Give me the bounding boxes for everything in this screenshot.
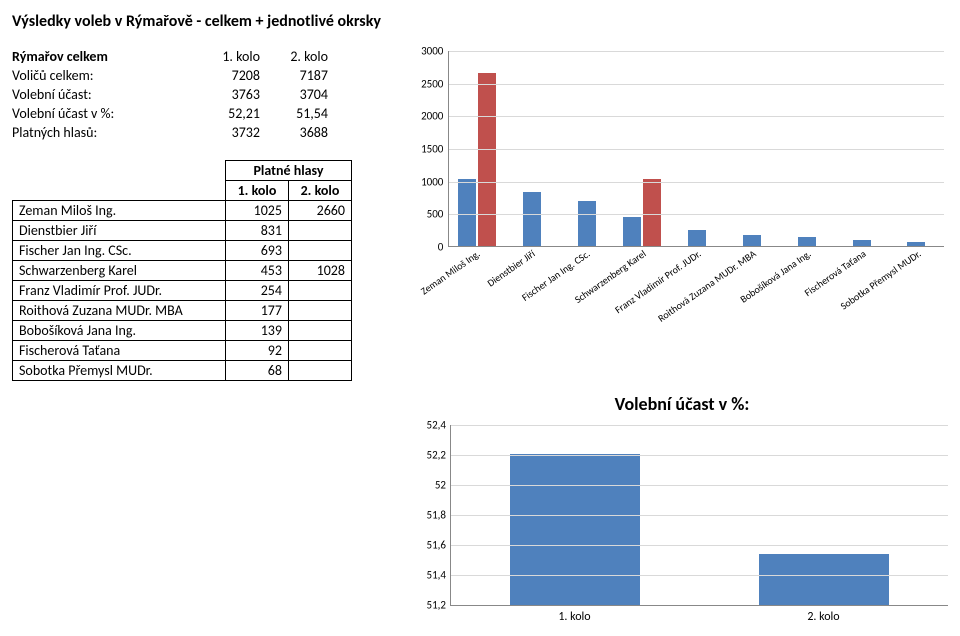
chart-bar	[853, 240, 871, 246]
stats-row-label: Voličů celkem:	[12, 66, 200, 85]
chart-bar	[523, 192, 541, 246]
results-row-v2	[289, 361, 352, 381]
left-column: Rýmařov celkem 1. kolo 2. kolo Voličů ce…	[12, 47, 380, 381]
results-row-name: Bobošíková Jana Ing.	[13, 321, 226, 341]
turnout-bar-chart: Volební účast v %: 51,2 51,4 51,6 51,8 52 52,…	[412, 393, 952, 624]
chart-y-tick: 2000	[410, 110, 443, 123]
chart-bar	[478, 73, 496, 246]
results-row-v1: 1025	[226, 201, 289, 221]
results-row-name: Franz Vladimír Prof. JUDr.	[13, 281, 226, 301]
stats-row-v1: 52,21	[200, 104, 268, 123]
top-row: Rýmařov celkem 1. kolo 2. kolo Voličů ce…	[12, 47, 948, 381]
chart-x-label: 1. kolo	[450, 606, 699, 624]
results-col2: 2. kolo	[289, 181, 352, 201]
chart-y-tick: 51,8	[413, 509, 446, 522]
chart-y-tick: 52,2	[413, 449, 446, 462]
stats-table: Rýmařov celkem 1. kolo 2. kolo Voličů ce…	[12, 47, 336, 142]
stats-col1: 1. kolo	[200, 47, 268, 66]
stats-heading: Rýmařov celkem	[12, 47, 200, 66]
results-row-name: Dienstbier Jiří	[13, 221, 226, 241]
chart-y-tick: 52	[413, 479, 446, 492]
page-title: Výsledky voleb v Rýmařově - celkem + jed…	[12, 12, 948, 31]
stats-row-v2: 3704	[268, 85, 336, 104]
chart-bar	[798, 237, 816, 246]
results-col1: 1. kolo	[226, 181, 289, 201]
chart-y-tick: 500	[410, 208, 443, 221]
stats-row-v2: 51,54	[268, 104, 336, 123]
results-row-v2	[289, 281, 352, 301]
results-row-v1: 254	[226, 281, 289, 301]
results-platne-header: Platné hlasy	[226, 161, 352, 181]
results-row-v1: 453	[226, 261, 289, 281]
chart-bar	[907, 242, 925, 246]
results-row-v1: 68	[226, 361, 289, 381]
stats-row-label: Volební účast:	[12, 85, 200, 104]
results-row-v1: 92	[226, 341, 289, 361]
chart-y-tick: 1500	[410, 143, 443, 156]
results-row-v2: 1028	[289, 261, 352, 281]
chart-y-tick: 52,4	[413, 419, 446, 432]
results-row-v1: 177	[226, 301, 289, 321]
chart-bar	[759, 554, 889, 605]
chart-bar	[578, 201, 596, 246]
results-row-v1: 139	[226, 321, 289, 341]
chart-y-tick: 51,4	[413, 569, 446, 582]
stats-row-v2: 3688	[268, 123, 336, 142]
results-row-v2	[289, 341, 352, 361]
results-row-v2	[289, 301, 352, 321]
stats-row-label: Volební účast v %:	[12, 104, 200, 123]
results-row-name: Schwarzenberg Karel	[13, 261, 226, 281]
votes-bar-chart: 0 500 1000 1500 2000 2500 3000 Zeman Miloš Ing…	[410, 47, 948, 317]
results-row-v2	[289, 241, 352, 261]
stats-row-label: Platných hlasů:	[12, 123, 200, 142]
stats-row-v1: 3763	[200, 85, 268, 104]
stats-col2: 2. kolo	[268, 47, 336, 66]
chart-y-tick: 0	[410, 241, 443, 254]
results-row-name: Fischerová Taťana	[13, 341, 226, 361]
stats-row-v1: 3732	[200, 123, 268, 142]
chart-y-tick: 2500	[410, 77, 443, 90]
results-row-v1: 693	[226, 241, 289, 261]
chart-y-tick: 3000	[410, 45, 443, 58]
chart-y-tick: 51,2	[413, 599, 446, 612]
chart-y-tick: 51,6	[413, 539, 446, 552]
chart-x-label: 2. kolo	[699, 606, 948, 624]
stats-row-v2: 7187	[268, 66, 336, 85]
chart-bar	[458, 179, 476, 246]
chart-bar	[743, 235, 761, 247]
results-row-v2	[289, 321, 352, 341]
results-row-name: Roithová Zuzana MUDr. MBA	[13, 301, 226, 321]
results-row-name: Zeman Miloš Ing.	[13, 201, 226, 221]
chart-bar	[623, 217, 641, 246]
chart-bar	[643, 179, 661, 246]
stats-row-v1: 7208	[200, 66, 268, 85]
chart-bar	[688, 230, 706, 247]
results-row-v2	[289, 221, 352, 241]
chart-x-label: Zeman Miloš Ing.	[419, 247, 483, 297]
chart-y-tick: 1000	[410, 175, 443, 188]
results-row-name: Fischer Jan Ing. CSc.	[13, 241, 226, 261]
turnout-chart-title: Volební účast v %:	[412, 393, 952, 415]
chart-bar	[510, 454, 640, 606]
results-row-name: Sobotka Přemysl MUDr.	[13, 361, 226, 381]
results-row-v1: 831	[226, 221, 289, 241]
results-table: Platné hlasy 1. kolo 2. kolo Zeman Miloš…	[12, 160, 352, 381]
results-row-v2: 2660	[289, 201, 352, 221]
